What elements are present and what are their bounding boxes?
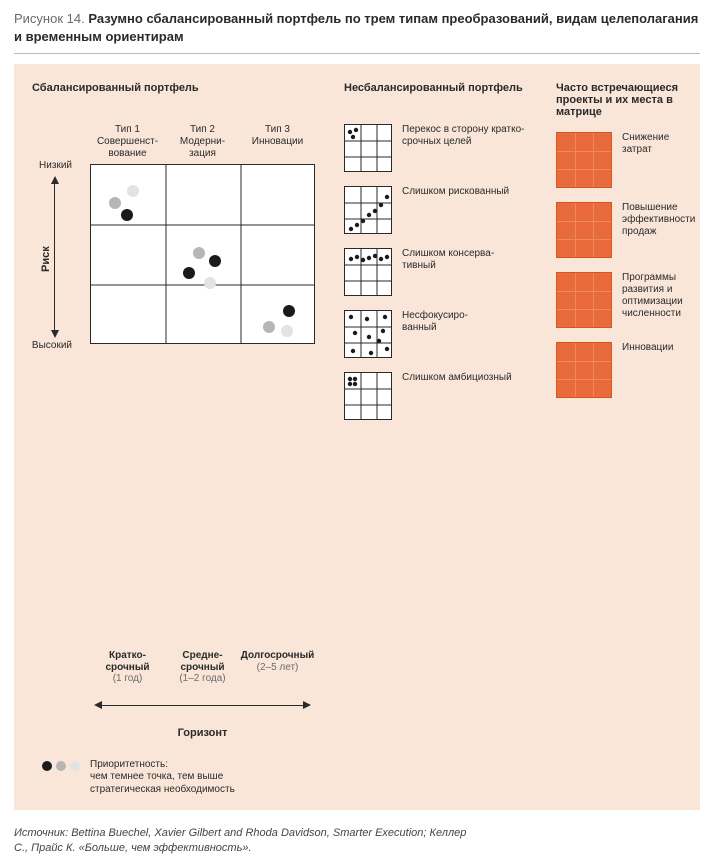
unbalanced-item: Слишком амбициозный (344, 372, 534, 420)
legend-text: Приоритетность: чем темнее точка, тем вы… (90, 759, 280, 797)
horizon-axis-label: Горизонт (90, 727, 315, 739)
mini-matrix-icon (344, 372, 392, 420)
heatmap-icon (556, 202, 612, 258)
unbalanced-heading: Несбалансированный портфель (344, 82, 534, 110)
matrix-dot (281, 325, 293, 337)
legend-dot (70, 761, 80, 771)
heatmap-icon (556, 272, 612, 328)
common-project-label: Инновации (622, 342, 673, 354)
unbalanced-label: Слишком амбициозный (402, 372, 512, 384)
priority-legend: Приоритетность: чем темнее точка, тем вы… (42, 759, 322, 797)
mini-matrix-icon (344, 124, 392, 172)
heatmap-icon (556, 342, 612, 398)
common-project-item: Инновации (556, 342, 695, 398)
common-projects-heading: Часто встречающиеся проекты и их места в… (556, 82, 695, 118)
heatmap-icon (556, 132, 612, 188)
row-label-3: Долгосрочный(2–5 лет) (240, 650, 315, 685)
figure-heading: Рисунок 14. Разумно сбалансированный пор… (14, 10, 700, 45)
matrix-column-headers: Тип 1Совершенст- вование Тип 2Модерни- з… (90, 124, 315, 160)
unbalanced-item: Перекос в сторону кратко- срочных целей (344, 124, 534, 172)
mini-matrix-icon (344, 310, 392, 358)
legend-dot (42, 761, 52, 771)
risk-high-label: Высокий (30, 340, 72, 351)
matrix-dot (283, 305, 295, 317)
common-project-label: Снижение затрат (622, 132, 695, 156)
horizon-arrow-icon (100, 705, 305, 706)
common-projects-column: Часто встречающиеся проекты и их места в… (556, 82, 695, 796)
matrix-dot (109, 197, 121, 209)
col-header-1: Тип 1Совершенст- вование (90, 124, 165, 160)
matrix-dot (263, 321, 275, 333)
risk-low-label: Низкий (30, 160, 72, 171)
unbalanced-label: Перекос в сторону кратко- срочных целей (402, 124, 524, 148)
risk-arrow-icon (54, 182, 55, 332)
balanced-portfolio-column: Сбалансированный портфель Тип 1Совершенс… (32, 82, 322, 796)
legend-dots-icon (42, 759, 80, 771)
common-project-item: Повышение эффективности продаж (556, 202, 695, 258)
col-header-2: Тип 2Модерни- зация (165, 124, 240, 160)
main-panel: Сбалансированный портфель Тип 1Совершенс… (14, 64, 700, 810)
matrix-dot (121, 209, 133, 221)
col-header-3: Тип 3Инновации (240, 124, 315, 160)
common-project-item: Программы развития и оптимизации численн… (556, 272, 695, 328)
mini-matrix-icon (344, 248, 392, 296)
common-project-label: Программы развития и оптимизации численн… (622, 272, 695, 320)
unbalanced-label: Слишком консерва- тивный (402, 248, 494, 272)
matrix-row-labels: Кратко- срочный(1 год) Средне- срочный(1… (90, 650, 315, 685)
unbalanced-item: Несфокусиро- ванный (344, 310, 534, 358)
figure-number: Рисунок 14. (14, 11, 85, 26)
unbalanced-label: Несфокусиро- ванный (402, 310, 468, 334)
common-project-label: Повышение эффективности продаж (622, 202, 695, 238)
matrix-dot (183, 267, 195, 279)
figure-title: Разумно сбалансированный портфель по тре… (14, 11, 698, 44)
separator (14, 53, 700, 54)
row-label-2: Средне- срочный(1–2 года) (165, 650, 240, 685)
mini-matrix-icon (344, 186, 392, 234)
matrix-dot (193, 247, 205, 259)
matrix-dot (127, 185, 139, 197)
unbalanced-label: Слишком рискованный (402, 186, 509, 198)
unbalanced-item: Слишком рискованный (344, 186, 534, 234)
unbalanced-portfolio-column: Несбалансированный портфель Перекос в ст… (344, 82, 534, 796)
common-project-item: Снижение затрат (556, 132, 695, 188)
legend-dot (56, 761, 66, 771)
source-text: Источник: Bettina Buechel, Xavier Gilber… (14, 826, 474, 856)
unbalanced-item: Слишком консерва- тивный (344, 248, 534, 296)
risk-axis-label: Риск (40, 246, 52, 272)
matrix-dot (204, 277, 216, 289)
balanced-matrix-chart (90, 164, 315, 344)
balanced-heading: Сбалансированный портфель (32, 82, 322, 110)
row-label-1: Кратко- срочный(1 год) (90, 650, 165, 685)
matrix-dot (209, 255, 221, 267)
